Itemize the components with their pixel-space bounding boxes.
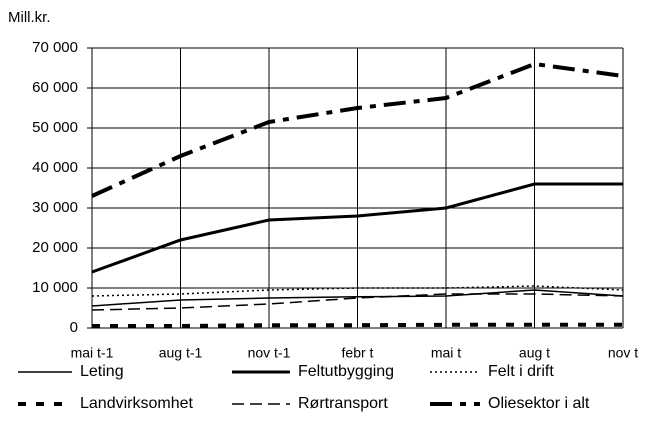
x-tick-label: febr t [342,345,374,361]
series-line [91,289,624,307]
legend-label: Oliesektor i alt [488,395,590,412]
y-tick-label: 0 [70,319,78,336]
y-tick-label: 40 000 [32,159,78,176]
y-tick-label: 60 000 [32,79,78,96]
y-tick-label: 10 000 [32,279,78,296]
legend-label: Rørtransport [298,395,388,412]
y-tick-label: 20 000 [32,239,78,256]
y-tick-label: 70 000 [32,39,78,56]
legend-label: Felt i drift [488,363,554,380]
x-tick-label: mai t [431,345,461,361]
series-line [91,182,623,274]
series-line [91,293,624,311]
legend-label: Landvirksomhet [80,395,194,412]
x-tick-label: aug t [519,345,550,361]
y-tick-label: 30 000 [32,199,78,216]
x-tick-label: nov t-1 [248,345,291,361]
x-tick-label: nov t [608,345,638,361]
series-line [91,61,624,198]
y-tick-label: 50 000 [32,119,78,136]
x-tick-label: mai t-1 [71,345,114,361]
series-line [91,285,624,297]
y-axis-label: Mill.kr. [8,9,51,26]
x-tick-label: aug t-1 [159,345,203,361]
legend-label: Leting [80,363,124,380]
legend-label: Feltutbygging [298,363,394,380]
